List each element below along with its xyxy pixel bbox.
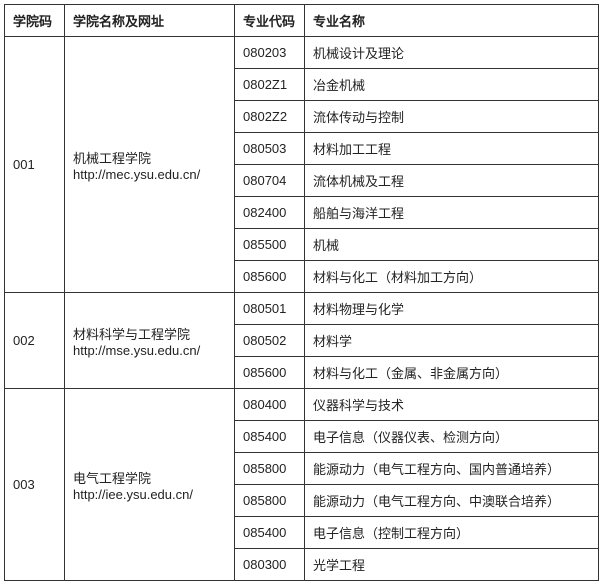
major-name-cell: 机械设计及理论 <box>305 37 599 69</box>
major-code-cell: 082400 <box>235 197 305 229</box>
header-college-code: 学院码 <box>5 5 65 37</box>
college-name-text: 机械工程学院 <box>73 148 226 167</box>
college-name-cell: 电气工程学院http://iee.ysu.edu.cn/ <box>65 389 235 581</box>
header-major-name: 专业名称 <box>305 5 599 37</box>
major-name-cell: 材料与化工（金属、非金属方向） <box>305 357 599 389</box>
college-name-cell: 机械工程学院http://mec.ysu.edu.cn/ <box>65 37 235 293</box>
major-code-cell: 085800 <box>235 453 305 485</box>
major-name-cell: 材料加工工程 <box>305 133 599 165</box>
major-name-cell: 电子信息（仪器仪表、检测方向） <box>305 421 599 453</box>
major-name-cell: 材料学 <box>305 325 599 357</box>
major-code-cell: 080704 <box>235 165 305 197</box>
header-major-code: 专业代码 <box>235 5 305 37</box>
college-url-text: http://iee.ysu.edu.cn/ <box>73 487 226 502</box>
major-code-cell: 080300 <box>235 549 305 581</box>
major-code-cell: 085400 <box>235 517 305 549</box>
major-name-cell: 流体机械及工程 <box>305 165 599 197</box>
major-name-cell: 冶金机械 <box>305 69 599 101</box>
college-code-cell: 002 <box>5 293 65 389</box>
major-name-cell: 材料与化工（材料加工方向） <box>305 261 599 293</box>
major-code-cell: 080502 <box>235 325 305 357</box>
major-code-cell: 0802Z1 <box>235 69 305 101</box>
college-code-cell: 003 <box>5 389 65 581</box>
major-code-cell: 085600 <box>235 357 305 389</box>
major-name-cell: 仪器科学与技术 <box>305 389 599 421</box>
table-row: 002材料科学与工程学院http://mse.ysu.edu.cn/080501… <box>5 293 599 325</box>
table-row: 001机械工程学院http://mec.ysu.edu.cn/080203机械设… <box>5 37 599 69</box>
major-code-cell: 080501 <box>235 293 305 325</box>
major-code-cell: 085400 <box>235 421 305 453</box>
major-name-cell: 能源动力（电气工程方向、国内普通培养） <box>305 453 599 485</box>
major-code-cell: 085500 <box>235 229 305 261</box>
majors-table: 学院码 学院名称及网址 专业代码 专业名称 001机械工程学院http://me… <box>4 4 599 581</box>
college-name-cell: 材料科学与工程学院http://mse.ysu.edu.cn/ <box>65 293 235 389</box>
major-code-cell: 085800 <box>235 485 305 517</box>
table-header-row: 学院码 学院名称及网址 专业代码 专业名称 <box>5 5 599 37</box>
major-code-cell: 080400 <box>235 389 305 421</box>
major-name-cell: 光学工程 <box>305 549 599 581</box>
major-name-cell: 电子信息（控制工程方向） <box>305 517 599 549</box>
major-name-cell: 机械 <box>305 229 599 261</box>
college-url-text: http://mec.ysu.edu.cn/ <box>73 167 226 182</box>
major-name-cell: 能源动力（电气工程方向、中澳联合培养） <box>305 485 599 517</box>
table-row: 003电气工程学院http://iee.ysu.edu.cn/080400仪器科… <box>5 389 599 421</box>
table-body: 001机械工程学院http://mec.ysu.edu.cn/080203机械设… <box>5 37 599 581</box>
major-code-cell: 085600 <box>235 261 305 293</box>
college-name-text: 电气工程学院 <box>73 468 226 487</box>
major-code-cell: 080503 <box>235 133 305 165</box>
major-name-cell: 流体传动与控制 <box>305 101 599 133</box>
major-code-cell: 080203 <box>235 37 305 69</box>
header-college-name: 学院名称及网址 <box>65 5 235 37</box>
college-url-text: http://mse.ysu.edu.cn/ <box>73 343 226 358</box>
major-code-cell: 0802Z2 <box>235 101 305 133</box>
major-name-cell: 船舶与海洋工程 <box>305 197 599 229</box>
major-name-cell: 材料物理与化学 <box>305 293 599 325</box>
college-code-cell: 001 <box>5 37 65 293</box>
college-name-text: 材料科学与工程学院 <box>73 324 226 343</box>
